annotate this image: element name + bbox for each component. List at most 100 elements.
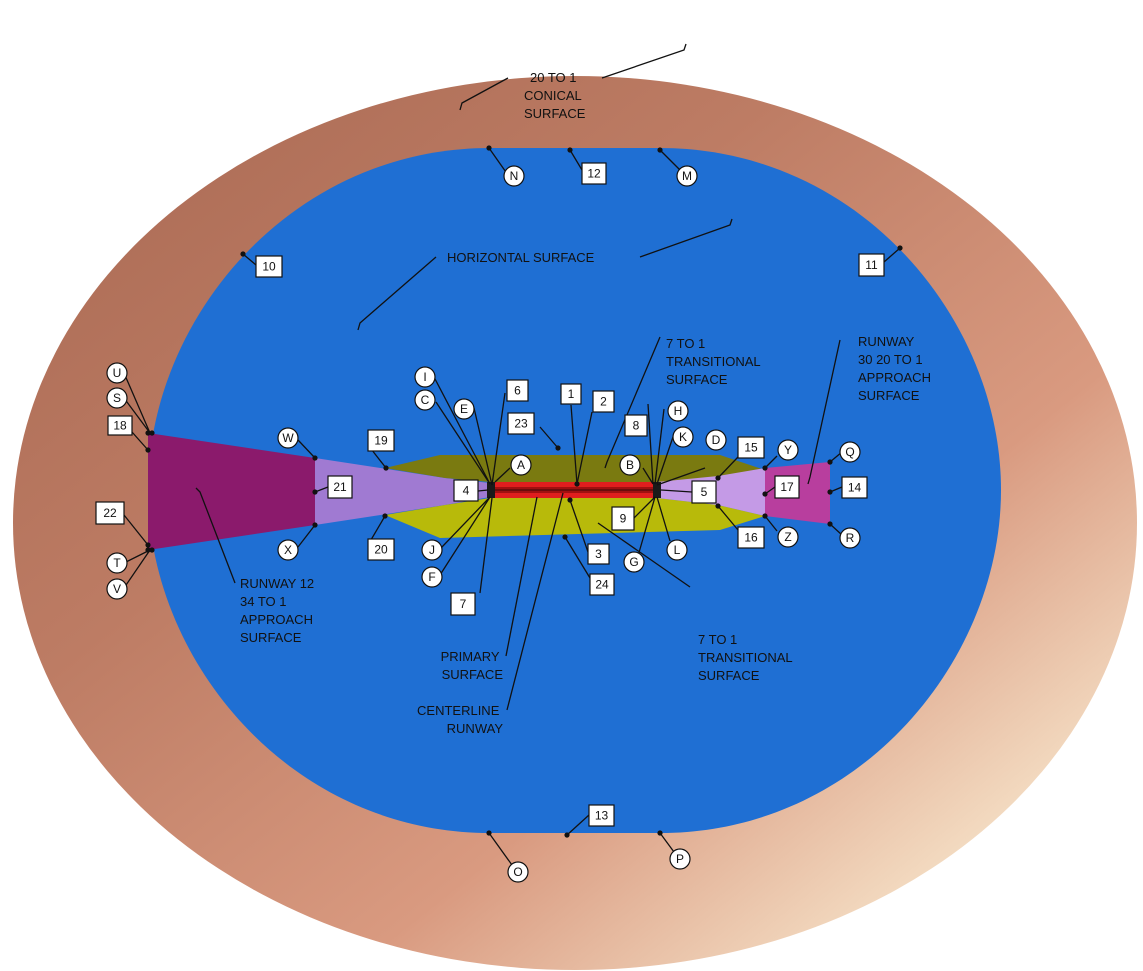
circle-tag: T <box>106 552 128 574</box>
svg-text:G: G <box>629 555 638 569</box>
circle-tag: N <box>503 165 525 187</box>
svg-text:X: X <box>284 543 292 557</box>
circle-tag: M <box>676 165 698 187</box>
svg-text:O: O <box>513 865 522 879</box>
conical-surface-label: 20 TO 1 CONICAL SURFACE <box>524 70 586 121</box>
primary-surface-label: PRIMARY SURFACE <box>441 649 504 682</box>
box-tag: 2 <box>592 390 615 413</box>
leader-lines <box>123 43 901 866</box>
circle-tag: K <box>672 426 694 448</box>
circle-tag: X <box>277 539 299 561</box>
box-tag: 20 <box>367 538 395 561</box>
circle-tag: D <box>705 429 727 451</box>
circle-tag: W <box>277 427 299 449</box>
svg-text:M: M <box>682 169 692 183</box>
svg-text:16: 16 <box>744 531 758 545</box>
svg-text:P: P <box>676 852 684 866</box>
svg-text:J: J <box>429 543 435 557</box>
box-tag: 12 <box>581 162 607 185</box>
svg-text:3: 3 <box>595 547 602 561</box>
circle-tag: R <box>839 527 861 549</box>
circle-tag: F <box>421 566 443 588</box>
circle-tag: E <box>453 398 475 420</box>
approach-surface-30-label: RUNWAY 30 20 TO 1 APPROACH SURFACE <box>858 334 935 403</box>
box-tag: 22 <box>95 501 125 525</box>
svg-text:Q: Q <box>845 445 854 459</box>
box-tag: 15 <box>737 436 765 459</box>
svg-text:4: 4 <box>463 484 470 498</box>
svg-text:A: A <box>517 458 525 472</box>
svg-text:9: 9 <box>620 512 627 526</box>
svg-text:T: T <box>113 556 121 570</box>
svg-text:U: U <box>113 366 122 380</box>
circle-tag: Q <box>839 441 861 463</box>
svg-text:F: F <box>428 570 435 584</box>
svg-text:K: K <box>679 430 687 444</box>
box-tag: 18 <box>107 415 133 436</box>
svg-text:7: 7 <box>460 597 467 611</box>
svg-text:I: I <box>423 370 426 384</box>
svg-text:E: E <box>460 402 468 416</box>
svg-text:S: S <box>113 391 121 405</box>
svg-text:13: 13 <box>595 809 609 823</box>
svg-text:11: 11 <box>865 258 878 272</box>
circle-tag: H <box>667 400 689 422</box>
svg-text:L: L <box>674 543 681 557</box>
box-tag: 23 <box>507 412 535 435</box>
svg-text:R: R <box>846 531 855 545</box>
box-tag: 10 <box>255 255 283 278</box>
svg-text:20: 20 <box>374 543 388 557</box>
box-tag: 24 <box>589 573 615 596</box>
circle-tag: G <box>623 551 645 573</box>
svg-text:5: 5 <box>701 485 708 499</box>
svg-text:6: 6 <box>514 384 521 398</box>
box-tag: 3 <box>587 543 610 565</box>
svg-text:Z: Z <box>784 530 791 544</box>
svg-text:C: C <box>421 393 430 407</box>
box-tag: 9 <box>611 506 635 531</box>
box-tag: 1 <box>560 383 582 405</box>
svg-text:18: 18 <box>113 419 127 433</box>
svg-text:2: 2 <box>600 395 607 409</box>
circle-tag: S <box>106 387 128 409</box>
box-tag: 19 <box>367 429 395 452</box>
svg-text:19: 19 <box>374 434 388 448</box>
svg-text:B: B <box>626 458 634 472</box>
svg-text:1: 1 <box>568 387 575 401</box>
svg-text:24: 24 <box>595 578 609 592</box>
transitional-surface-top <box>385 455 765 482</box>
svg-text:21: 21 <box>333 480 347 494</box>
box-tag: 6 <box>506 379 529 402</box>
box-tag: 8 <box>624 414 648 437</box>
circle-tag: Z <box>777 526 799 548</box>
svg-text:12: 12 <box>587 167 601 181</box>
transitional-surface-top-label: 7 TO 1 TRANSITIONAL SURFACE <box>666 336 764 387</box>
circle-tag: A <box>510 454 532 476</box>
box-tag: 11 <box>858 253 885 277</box>
svg-text:W: W <box>282 431 294 445</box>
circle-tag: J <box>421 539 443 561</box>
box-tag: 13 <box>588 804 615 827</box>
circle-tag: V <box>106 578 128 600</box>
box-tag: 4 <box>453 479 479 502</box>
circle-tag: C <box>414 389 436 411</box>
svg-text:23: 23 <box>514 417 528 431</box>
box-tag: 21 <box>327 475 353 499</box>
circle-tag: U <box>106 362 128 384</box>
box-tag: 14 <box>841 476 868 499</box>
runway-end-12 <box>487 482 495 498</box>
svg-text:N: N <box>510 169 519 183</box>
box-tag: 16 <box>737 526 765 549</box>
circle-tag: B <box>619 454 641 476</box>
svg-text:15: 15 <box>744 441 758 455</box>
approach-surface-12 <box>148 433 315 550</box>
approach-surface-12-label: RUNWAY 12 34 TO 1 APPROACH SURFACE <box>240 576 318 645</box>
centerline-runway-label: CENTERLINE RUNWAY <box>417 703 503 736</box>
approach-surface-12-inner <box>315 458 490 525</box>
svg-text:Y: Y <box>784 443 792 457</box>
box-tag: 7 <box>450 592 476 616</box>
circle-tag: P <box>669 848 691 870</box>
circle-tag: I <box>414 366 436 388</box>
svg-text:D: D <box>712 433 721 447</box>
